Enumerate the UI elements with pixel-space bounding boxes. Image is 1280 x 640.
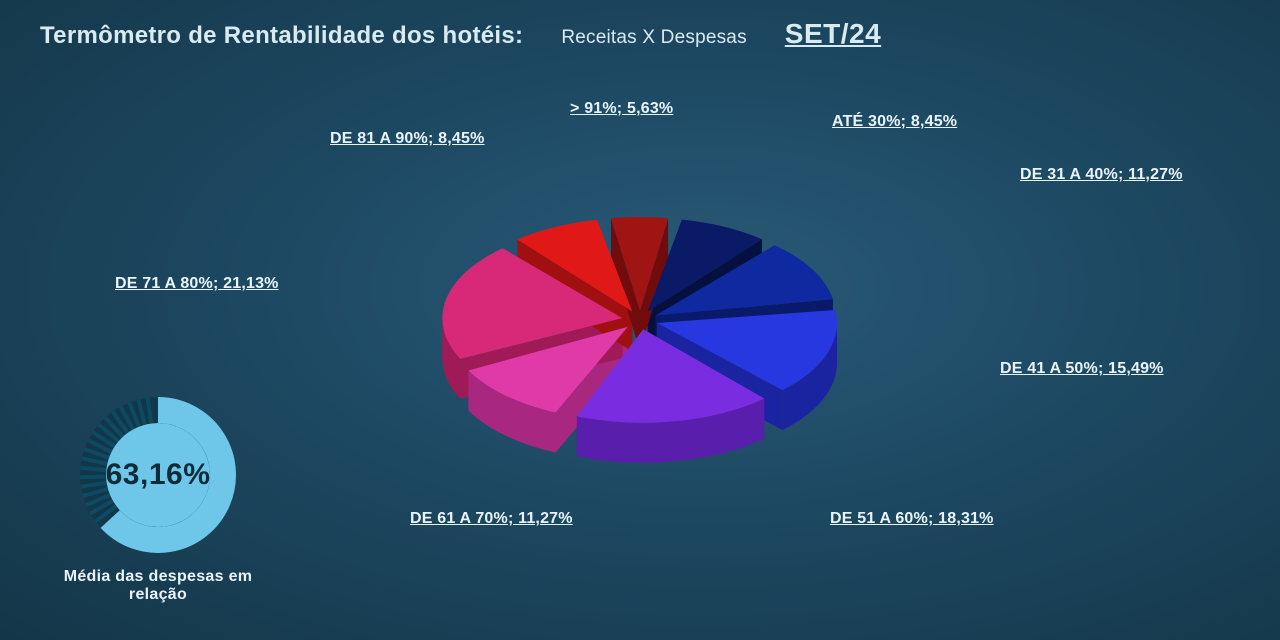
chart-period: SET/24 bbox=[785, 18, 881, 50]
pie-slice-label: DE 51 A 60%; 18,31% bbox=[830, 510, 994, 528]
chart-subtitle: Receitas X Despesas bbox=[561, 27, 746, 49]
pie-slice-label: DE 81 A 90%; 8,45% bbox=[330, 130, 485, 148]
chart-title: Termômetro de Rentabilidade dos hotéis: bbox=[40, 22, 523, 50]
pie-slice-label: DE 61 A 70%; 11,27% bbox=[410, 510, 573, 528]
pie-slice-label: DE 71 A 80%; 21,13% bbox=[115, 275, 279, 293]
gauge-value: 63,16% bbox=[106, 458, 211, 492]
header: Termômetro de Rentabilidade dos hotéis: … bbox=[40, 18, 1240, 50]
pie-slice-label: DE 41 A 50%; 15,49% bbox=[1000, 360, 1164, 378]
pie-chart bbox=[320, 95, 960, 575]
pie-slice-label: ATÉ 30%; 8,45% bbox=[832, 113, 957, 131]
pie-slice-label: > 91%; 5,63% bbox=[570, 100, 673, 118]
gauge-caption: Média das despesas em relação bbox=[48, 568, 268, 604]
gauge-widget: 63,16% Média das despesas em relação bbox=[48, 390, 268, 604]
pie-slice-label: DE 31 A 40%; 11,27% bbox=[1020, 166, 1183, 184]
gauge-ring: 63,16% bbox=[73, 390, 243, 560]
